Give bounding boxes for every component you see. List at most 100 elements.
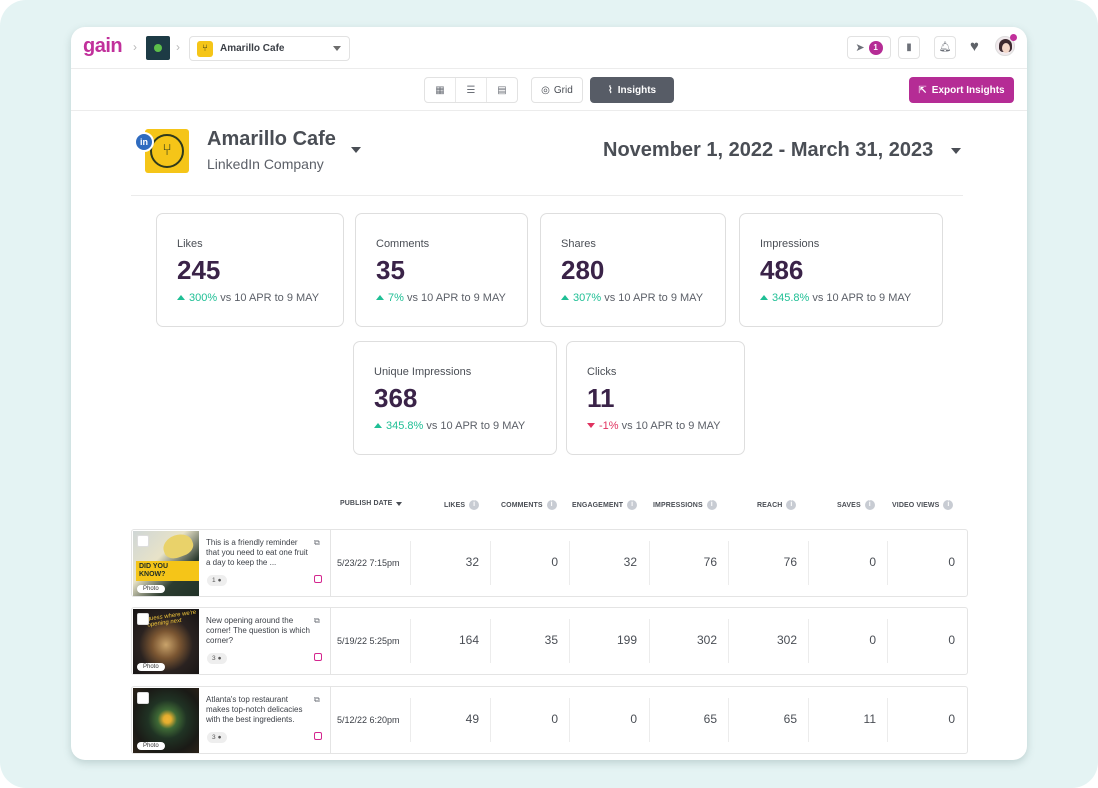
metric-value: 35 — [376, 255, 405, 285]
reach-value: 76 — [783, 555, 797, 569]
info-icon[interactable]: i — [943, 500, 954, 510]
trend-up-icon — [374, 423, 382, 428]
post-thumbnail[interactable]: DID YOU KNOW? Photo — [133, 531, 199, 596]
profile-name[interactable]: Amarillo Cafe — [207, 128, 336, 150]
metric-card-impressions: Impressions 486 345.8% vs 10 APR to 9 MA… — [739, 213, 943, 327]
metric-card-comments: Comments 35 7% vs 10 APR to 9 MAY — [355, 213, 528, 327]
instagram-icon — [314, 653, 322, 661]
sort-desc-icon — [396, 501, 403, 506]
video-views-value: 0 — [948, 712, 955, 726]
calendar-icon: ▤ — [497, 84, 507, 96]
column-header-publish-date[interactable]: PUBLISH DATE — [340, 500, 403, 507]
comments-value: 0 — [551, 712, 558, 726]
info-icon[interactable]: i — [786, 500, 797, 510]
column-header-engagement[interactable]: ENGAGEMENT i — [572, 500, 638, 510]
chevron-down-icon — [333, 46, 341, 51]
metric-value: 245 — [177, 255, 221, 285]
video-views-value: 0 — [948, 555, 955, 569]
trend-up-icon — [561, 295, 569, 300]
export-button-label: Export Insights — [931, 84, 1005, 96]
engagement-value: 199 — [616, 633, 637, 647]
external-link-icon[interactable]: ⧉ — [314, 695, 320, 704]
instagram-icon — [314, 575, 322, 583]
post-caption: This is a friendly reminder that you nee… — [206, 538, 308, 567]
impressions-value: 76 — [703, 555, 717, 569]
info-icon[interactable]: i — [546, 500, 557, 510]
trend-up-icon — [376, 295, 384, 300]
list-view-button[interactable]: ☰ — [456, 78, 487, 102]
tag-count-pill[interactable]: 3 ● — [207, 653, 227, 664]
column-header-comments[interactable]: COMMENTS i — [501, 500, 557, 510]
gain-logo[interactable]: gain — [83, 35, 123, 57]
info-icon[interactable]: i — [627, 500, 638, 510]
clipboard-button[interactable]: ▮ — [898, 36, 920, 59]
date-range-caret-icon[interactable] — [951, 148, 961, 154]
column-header-impressions[interactable]: IMPRESSIONS i — [653, 500, 717, 510]
top-bar: gain › › ⑂ Amarillo Cafe ➤ 1 ▮ 🔔︎ ♥ — [71, 27, 1027, 69]
calendar-view-button[interactable]: ▤ — [487, 78, 517, 102]
publish-date: 5/12/22 6:20pm — [337, 715, 400, 725]
metric-label: Impressions — [760, 238, 820, 250]
notifications-button[interactable]: 🔔︎ — [934, 36, 956, 59]
external-link-icon[interactable]: ⧉ — [314, 616, 320, 625]
post-thumbnail[interactable]: guess where we're opening next Photo — [133, 609, 199, 674]
paper-plane-icon: ➤ — [855, 42, 865, 54]
account-selector[interactable]: ⑂ Amarillo Cafe — [189, 36, 350, 61]
reach-value: 65 — [783, 712, 797, 726]
likes-value: 49 — [465, 712, 479, 726]
tag-icon: ● — [217, 734, 222, 741]
impressions-value: 302 — [696, 633, 717, 647]
export-insights-button[interactable]: ⇱ Export Insights — [909, 77, 1014, 103]
metric-label: Likes — [177, 238, 203, 250]
column-header-reach[interactable]: REACH i — [757, 500, 797, 510]
column-header-saves[interactable]: SAVES i — [837, 500, 875, 510]
line-chart-icon: ⌇ — [607, 84, 613, 96]
avatar[interactable] — [995, 36, 1015, 56]
row-checkbox[interactable] — [137, 692, 149, 704]
tag-icon: ● — [217, 655, 222, 662]
trend-up-icon — [177, 295, 185, 300]
clipboard-icon: ▮ — [906, 42, 912, 53]
external-link-icon[interactable]: ⧉ — [314, 538, 320, 547]
view-mode-group: ▦ ☰ ▤ — [424, 77, 518, 103]
row-checkbox[interactable] — [137, 535, 149, 547]
table-row[interactable]: guess where we're opening next Photo New… — [131, 607, 968, 675]
impressions-value: 65 — [703, 712, 717, 726]
tag-icon: ● — [217, 577, 222, 584]
post-caption: Atlanta's top restaurant makes top-notch… — [206, 695, 303, 724]
brand-workspace-icon[interactable] — [146, 36, 170, 60]
grid-view-button[interactable]: ▦ — [425, 78, 456, 102]
comments-value: 35 — [544, 633, 558, 647]
post-thumbnail[interactable]: Photo — [133, 688, 199, 753]
table-row[interactable]: Photo Atlanta's top restaurant makes top… — [131, 686, 968, 754]
grid-button-label: Grid — [553, 84, 573, 96]
account-selector-label: Amarillo Cafe — [220, 43, 285, 54]
metric-card-clicks: Clicks 11 -1% vs 10 APR to 9 MAY — [566, 341, 745, 455]
date-range-selector[interactable]: November 1, 2022 - March 31, 2023 — [603, 139, 934, 161]
thumbnail-overlay-text: DID YOU KNOW? — [136, 561, 199, 581]
metric-delta: 307% vs 10 APR to 9 MAY — [561, 292, 703, 304]
info-icon[interactable]: i — [864, 500, 875, 510]
list-icon: ☰ — [466, 84, 476, 96]
row-checkbox[interactable] — [137, 613, 149, 625]
metric-delta: -1% vs 10 APR to 9 MAY — [587, 420, 720, 432]
table-row[interactable]: DID YOU KNOW? Photo This is a friendly r… — [131, 529, 968, 597]
video-views-value: 0 — [948, 633, 955, 647]
info-icon[interactable]: i — [469, 500, 480, 510]
insights-tab-button[interactable]: ⌇ Insights — [590, 77, 674, 103]
post-caption: New opening around the corner! The quest… — [206, 616, 310, 645]
profile-dropdown-caret-icon[interactable] — [351, 147, 361, 153]
column-header-video-views[interactable]: VIDEO VIEWS i — [892, 500, 954, 510]
tag-count-pill[interactable]: 1 ● — [207, 575, 227, 586]
app-window: gain › › ⑂ Amarillo Cafe ➤ 1 ▮ 🔔︎ ♥ ▦ ☰ … — [71, 27, 1027, 760]
instagram-grid-button[interactable]: ◎ Grid — [531, 77, 583, 103]
metric-value: 368 — [374, 383, 418, 413]
engagement-value: 32 — [623, 555, 637, 569]
media-type-pill: Photo — [137, 663, 165, 671]
heart-icon[interactable]: ♥ — [970, 38, 979, 55]
info-icon[interactable]: i — [706, 500, 717, 510]
tag-count-pill[interactable]: 3 ● — [207, 732, 227, 743]
send-queue-button[interactable]: ➤ 1 — [847, 36, 891, 59]
column-header-likes[interactable]: LIKES i — [444, 500, 480, 510]
